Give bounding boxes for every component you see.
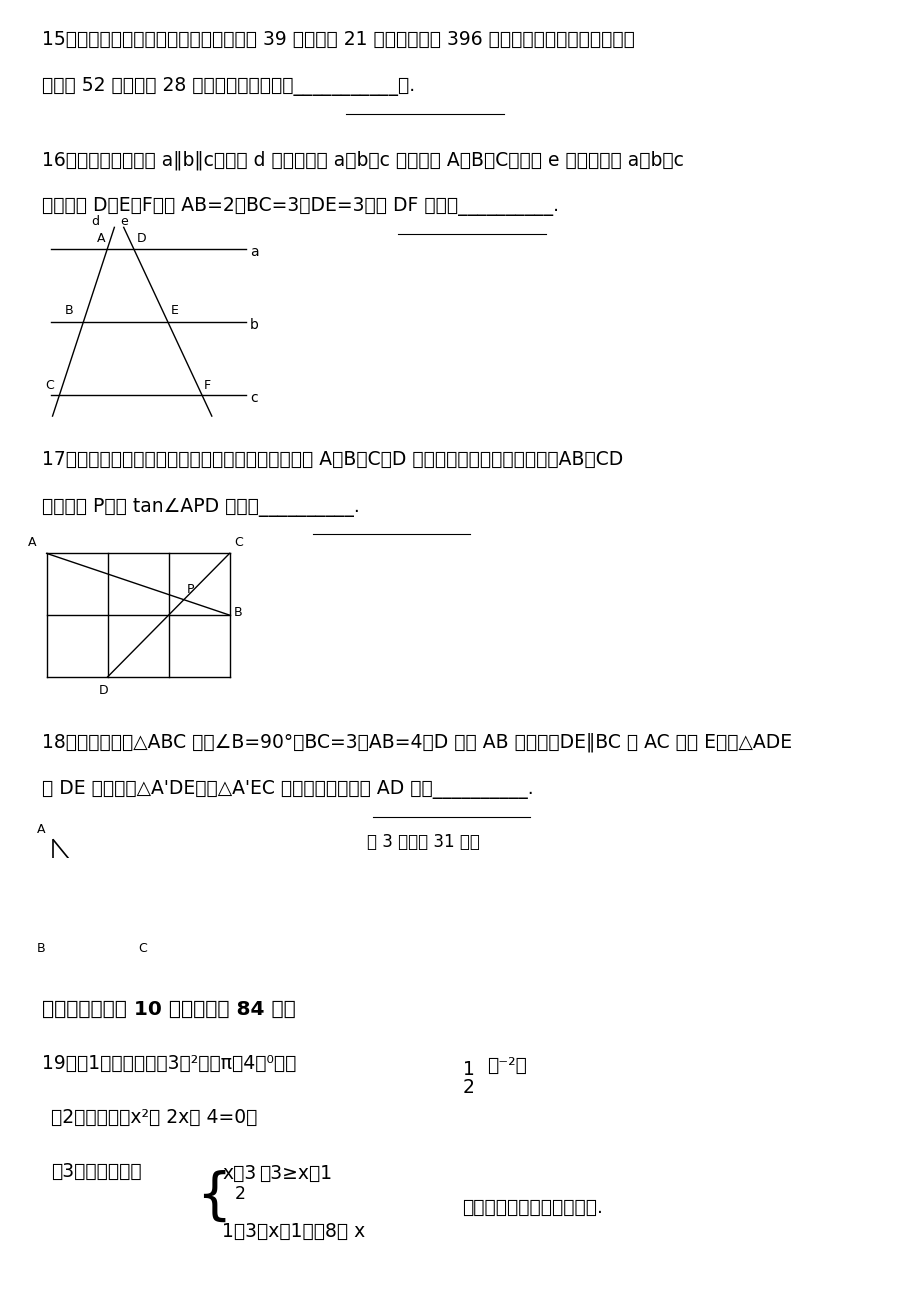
Text: P: P [187, 583, 194, 596]
Text: c: c [250, 391, 257, 405]
Text: 15．华润苏果的账目记录显示，某天卖出 39 支牙刷和 21 盒牙膏，收入 396 元；另一天以同样的价格卖出: 15．华润苏果的账目记录显示，某天卖出 39 支牙刷和 21 盒牙膏，收入 39… [42, 30, 634, 49]
Text: 18．如图，已知△ABC 中，∠B=90°，BC=3，AB=4，D 是边 AB 上一点，DE‖BC 交 AC 于点 E，将△ADE: 18．如图，已知△ABC 中，∠B=90°，BC=3，AB=4，D 是边 AB … [42, 733, 791, 753]
Text: 19．（1）计算：（－3）²－（π－4）⁰＋（: 19．（1）计算：（－3）²－（π－4）⁰＋（ [42, 1053, 297, 1073]
Text: B: B [64, 305, 73, 318]
Text: 1－3（x－1）＜8－ x: 1－3（x－1）＜8－ x [221, 1221, 365, 1241]
Text: 同样的 52 支牙刷和 28 盒牙膏，收入应该是___________元.: 同样的 52 支牙刷和 28 盒牙膏，收入应该是___________元. [42, 77, 415, 96]
Text: ＋3≥x＋1: ＋3≥x＋1 [259, 1164, 332, 1184]
Text: 17．如图，在边长相同的小正方形组成的网格中，点 A、B、C、D 都在这些小正方形的顶点上，AB、CD: 17．如图，在边长相同的小正方形组成的网格中，点 A、B、C、D 都在这些小正方… [42, 450, 623, 470]
Text: F: F [204, 379, 211, 392]
Text: d: d [91, 215, 99, 228]
Text: 2: 2 [462, 1078, 474, 1096]
Text: 三、解答题（共 10 小题，满分 84 分）: 三、解答题（共 10 小题，满分 84 分） [42, 1000, 296, 1019]
Text: （2）解方程：x²－ 2x－ 4=0；: （2）解方程：x²－ 2x－ 4=0； [51, 1108, 257, 1126]
Text: 2: 2 [234, 1185, 245, 1203]
Text: B: B [37, 943, 45, 954]
Text: D: D [98, 684, 108, 697]
Text: A: A [28, 536, 37, 549]
Text: e: e [120, 215, 128, 228]
Text: x－3: x－3 [221, 1164, 256, 1184]
Text: C: C [45, 379, 53, 392]
Text: 16．如图，已知直线 a‖b‖c，直线 d 分别于直线 a、b、c 相交于点 A、B、C，直线 e 分别与直线 a、b、c: 16．如图，已知直线 a‖b‖c，直线 d 分别于直线 a、b、c 相交于点 A… [42, 150, 684, 169]
Text: {: { [197, 1169, 232, 1224]
Text: a: a [250, 245, 258, 259]
Text: 相交于点 D、E、F．若 AB=2，BC=3，DE=3，则 DF 的长为__________.: 相交于点 D、E、F．若 AB=2，BC=3，DE=3，则 DF 的长为____… [42, 198, 559, 216]
Text: b: b [250, 318, 258, 332]
Text: A: A [37, 823, 45, 836]
Text: （3）解不等式组: （3）解不等式组 [51, 1161, 142, 1181]
Text: ）⁻²；: ）⁻²； [487, 1056, 527, 1075]
Text: C: C [138, 943, 147, 954]
Text: 相交于点 P，则 tan∠APD 的值是__________.: 相交于点 P，则 tan∠APD 的值是__________. [42, 497, 359, 517]
Text: A: A [96, 232, 105, 245]
Text: C: C [233, 536, 243, 549]
Text: 1: 1 [462, 1060, 474, 1078]
Text: B: B [233, 605, 243, 618]
Text: E: E [170, 305, 178, 318]
Text: D: D [136, 232, 146, 245]
Text: 并把解集在数轴上表示出来.: 并把解集在数轴上表示出来. [461, 1198, 602, 1216]
Text: 第 3 页（共 31 页）: 第 3 页（共 31 页） [367, 833, 480, 852]
Text: 沿 DE 翻折得到△A'DE，若△A'EC 是直角三角形，则 AD 长为__________.: 沿 DE 翻折得到△A'DE，若△A'EC 是直角三角形，则 AD 长为____… [42, 780, 533, 799]
